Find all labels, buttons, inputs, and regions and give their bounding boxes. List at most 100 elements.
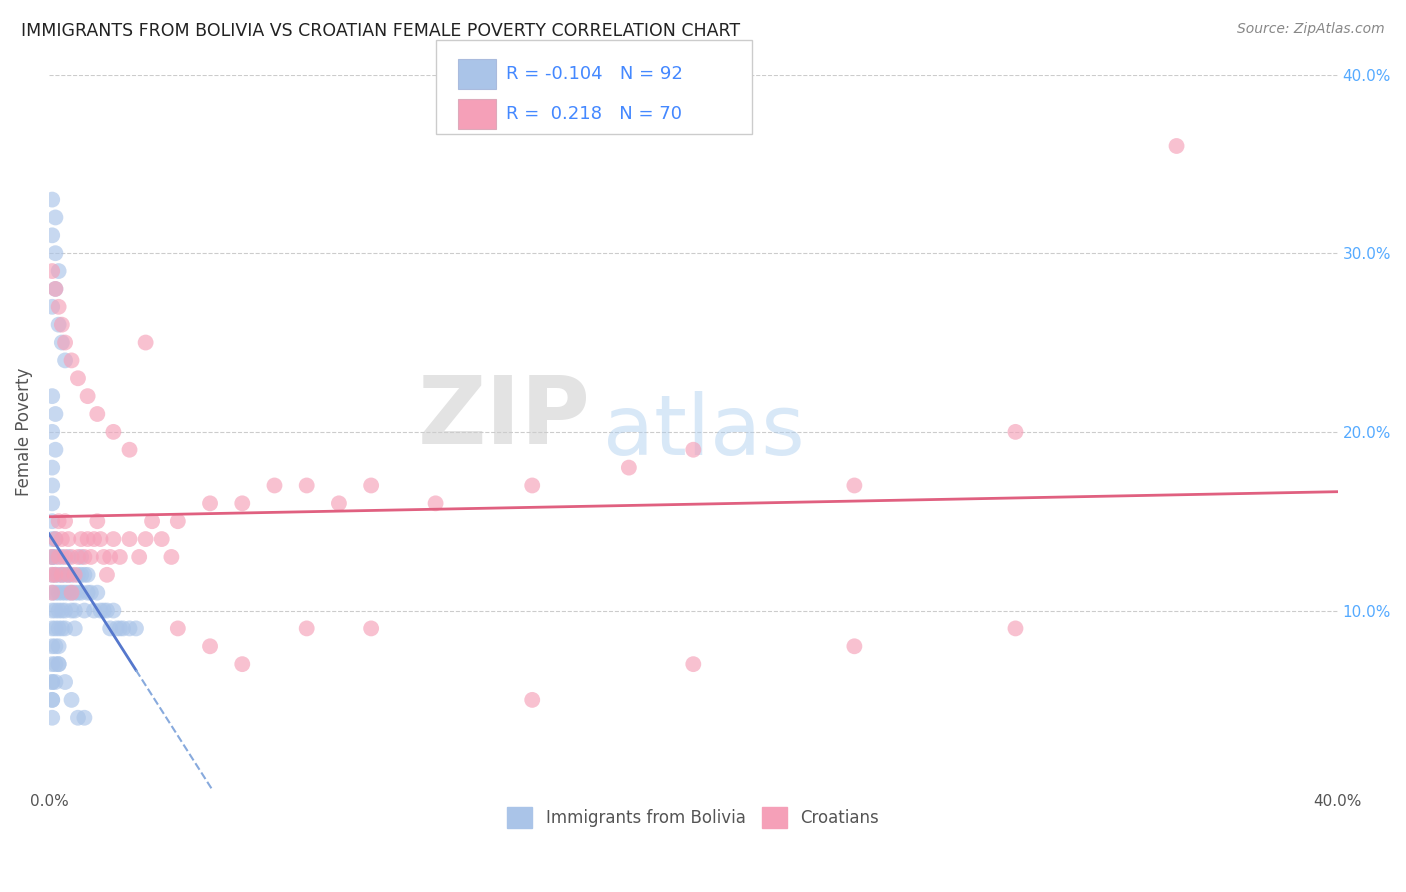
- Point: [58, 567, 80, 582]
- Point: [51, 567, 73, 582]
- Y-axis label: Female Poverty: Female Poverty: [15, 368, 32, 496]
- Point: [98, 621, 121, 635]
- Point: [70, 532, 93, 546]
- Point: [51, 549, 73, 564]
- Point: [44, 621, 66, 635]
- Point: [328, 496, 350, 510]
- Point: [89, 603, 111, 617]
- Point: [48, 567, 70, 582]
- Point: [58, 532, 80, 546]
- Point: [41, 675, 63, 690]
- Point: [44, 675, 66, 690]
- Point: [41, 549, 63, 564]
- Point: [86, 407, 108, 421]
- Point: [44, 211, 66, 225]
- Point: [73, 711, 96, 725]
- Point: [53, 603, 76, 617]
- Point: [66, 585, 89, 599]
- Point: [44, 657, 66, 672]
- Point: [522, 478, 544, 492]
- Point: [70, 549, 93, 564]
- Point: [682, 442, 704, 457]
- Point: [231, 496, 253, 510]
- Point: [41, 549, 63, 564]
- Point: [80, 549, 103, 564]
- Point: [295, 621, 318, 635]
- Point: [63, 567, 86, 582]
- Point: [73, 603, 96, 617]
- Point: [96, 567, 118, 582]
- Point: [360, 621, 382, 635]
- Point: [66, 711, 89, 725]
- Point: [53, 353, 76, 368]
- Point: [231, 657, 253, 672]
- Point: [66, 549, 89, 564]
- Point: [44, 567, 66, 582]
- Point: [108, 621, 131, 635]
- Point: [118, 442, 141, 457]
- Point: [86, 585, 108, 599]
- Point: [44, 532, 66, 546]
- Point: [166, 621, 188, 635]
- Point: [89, 532, 111, 546]
- Point: [844, 478, 866, 492]
- Point: [44, 640, 66, 654]
- Point: [103, 603, 125, 617]
- Point: [41, 425, 63, 439]
- Point: [44, 442, 66, 457]
- Point: [41, 640, 63, 654]
- Point: [41, 514, 63, 528]
- Point: [48, 585, 70, 599]
- Point: [51, 585, 73, 599]
- Point: [160, 549, 183, 564]
- Point: [198, 496, 221, 510]
- Point: [76, 532, 98, 546]
- Point: [48, 603, 70, 617]
- Point: [53, 514, 76, 528]
- Point: [60, 549, 83, 564]
- Point: [112, 621, 135, 635]
- Point: [41, 193, 63, 207]
- Point: [48, 300, 70, 314]
- Point: [41, 693, 63, 707]
- Point: [48, 621, 70, 635]
- Point: [41, 264, 63, 278]
- Point: [295, 478, 318, 492]
- Point: [41, 228, 63, 243]
- Point: [51, 603, 73, 617]
- Point: [41, 549, 63, 564]
- Point: [53, 585, 76, 599]
- Point: [141, 514, 163, 528]
- Point: [93, 603, 115, 617]
- Point: [63, 603, 86, 617]
- Text: atlas: atlas: [603, 392, 804, 473]
- Point: [70, 567, 93, 582]
- Point: [135, 532, 157, 546]
- Point: [41, 585, 63, 599]
- Point: [51, 318, 73, 332]
- Point: [41, 389, 63, 403]
- Point: [51, 621, 73, 635]
- Point: [63, 621, 86, 635]
- Point: [60, 585, 83, 599]
- Point: [60, 567, 83, 582]
- Point: [60, 603, 83, 617]
- Point: [96, 603, 118, 617]
- Point: [76, 585, 98, 599]
- Point: [48, 657, 70, 672]
- Point: [53, 567, 76, 582]
- Point: [83, 532, 105, 546]
- Point: [76, 567, 98, 582]
- Point: [44, 567, 66, 582]
- Point: [522, 693, 544, 707]
- Point: [41, 693, 63, 707]
- Point: [41, 532, 63, 546]
- Point: [66, 371, 89, 385]
- Point: [63, 585, 86, 599]
- Point: [44, 407, 66, 421]
- Point: [425, 496, 447, 510]
- Point: [51, 532, 73, 546]
- Point: [80, 585, 103, 599]
- Point: [844, 640, 866, 654]
- Point: [41, 711, 63, 725]
